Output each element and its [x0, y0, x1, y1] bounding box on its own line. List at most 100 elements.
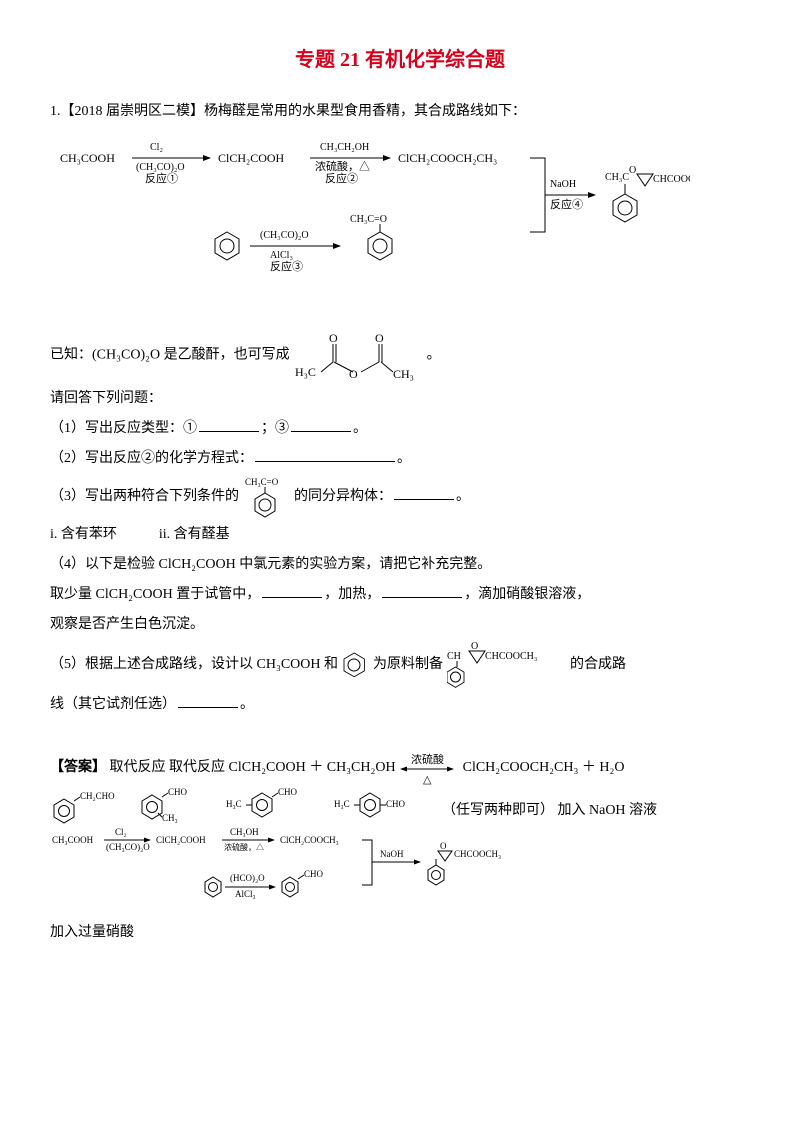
p3-blank [394, 485, 454, 500]
rt-c: ClCH₂COOCH₃ [280, 835, 339, 845]
scheme-arr4-lbl: 反应④ [550, 197, 583, 211]
p1-mid: ；③ [261, 421, 289, 436]
p3: （3）写出两种符合下列条件的 CH₃C=O 的同分异构体： 。 [50, 475, 750, 519]
p4a: （4）以下是检验 ClCH₂COOH 中氯元素的实验方案，请把它补充完整。 [50, 551, 750, 579]
svg-text:O: O [329, 331, 338, 345]
ans-b2-tail: （任写两种即可） 加入 NaOH 溶液 [442, 797, 657, 825]
p4b: 取少量 ClCH₂COOH 置于试管中，，加热，，滴加硝酸银溶液， [50, 581, 750, 609]
p3-end: 。 [456, 489, 470, 504]
anh-r: CH₃ [393, 367, 414, 381]
p1: （1）写出反应类型：① ；③ 。 [50, 415, 750, 443]
ans-arr-top: 浓硫酸 [411, 752, 444, 766]
rt-b: ClCH₂COOH [156, 835, 206, 845]
q1-intro: 1.【2018 届崇明区二模】杨梅醛是常用的水果型食用香精，其合成路线如下： [50, 98, 750, 126]
prompt: 请回答下列问题： [50, 385, 750, 413]
ans-b1b: ClCH₂COOCH₂CH₃ ＋ H₂O [463, 760, 625, 775]
scheme-arr2-lbl: 反应② [325, 171, 358, 185]
p5-product-icon: CH O CHCOOCH₃ [447, 641, 567, 689]
p4-blank1 [262, 583, 322, 598]
scheme-c: ClCH₂COOCH₂CH₃ [398, 151, 497, 165]
answer-line3: .rt{font:9px "Times New Roman",serif}.rc… [50, 827, 750, 917]
p5b-txt: 线（其它试剂任选） [50, 697, 176, 712]
rt-prod: CHCOOCH₃ [454, 849, 501, 859]
scheme-arr3-top: (CH₃CO)₂O [260, 230, 309, 241]
p4b-mid1: ，加热， [324, 587, 380, 602]
iso4-l: H₃C [334, 799, 350, 809]
rt-a3t: (HCO)₂O [230, 873, 265, 883]
iso2: CHO CH₃ [138, 787, 208, 825]
p2: （2）写出反应②的化学方程式： 。 [50, 445, 750, 473]
p5a-pre: （5）根据上述合成路线，设计以 CH₃COOH 和 [50, 657, 338, 672]
p5b-end: 。 [240, 697, 254, 712]
iso4: H₃CCHO [334, 787, 424, 825]
p5a-mid: 为原料制备 [373, 657, 443, 672]
p4b-pre: 取少量 ClCH₂COOH 置于试管中， [50, 587, 260, 602]
p4c: 观察是否产生白色沉淀。 [50, 611, 750, 639]
p2-blank [255, 447, 395, 462]
p2-end: 。 [397, 451, 411, 466]
scheme-arr2-bot: 浓硫酸，△ [315, 159, 370, 173]
iso3-r: CHO [278, 787, 298, 797]
scheme-arr2-top: CH₃CH₂OH [320, 142, 369, 153]
svg-text:O: O [440, 841, 447, 851]
answer-line2: CH₂CHO CHO CH₃ H₃C CHO H₃C CHO （任写两种即可） 加入 … [50, 787, 750, 825]
benzene-icon [342, 651, 370, 679]
iso2-s: CH₃ [162, 813, 178, 823]
p5-blank [178, 693, 238, 708]
rt-a1t: Cl₂ [115, 827, 127, 837]
iso1-t: CH₂CHO [80, 791, 115, 801]
p1-a: （1）写出反应类型：① [50, 421, 197, 436]
p5b: 线（其它试剂任选） 。 [50, 691, 750, 719]
reaction-scheme: .t { font: 12px "Times New Roman", serif… [50, 132, 690, 322]
svg-text:O: O [349, 367, 358, 381]
scheme-d-lbl: CH₃C=O [350, 214, 387, 225]
p5a-post: 的合成路 [570, 657, 626, 672]
known-post: 。 [427, 348, 441, 363]
scheme-arr1-lbl: 反应① [145, 171, 178, 185]
ans-b1: 取代反应 取代反应 ClCH₂COOH ＋ CH₃CH₂OH [110, 760, 400, 775]
rt-a2b: 浓硫酸，△ [224, 842, 264, 852]
iso1: CH₂CHO [50, 787, 120, 825]
scheme-prod-top: CH₃C [605, 172, 629, 183]
iso2-t: CHO [168, 787, 188, 797]
known-line: 已知：(CH₃CO)₂O 是乙酸酐，也可写成 H₃C O O O CH₃ 。 [50, 328, 750, 383]
iso3: H₃C CHO [226, 787, 316, 825]
svg-text:O: O [471, 641, 478, 652]
answer-route: .rt{font:9px "Times New Roman",serif}.rc… [50, 827, 590, 917]
p5-prod-txt: CHCOOCH₃ [485, 651, 537, 662]
p3i: i. 含有苯环 ii. 含有醛基 [50, 521, 750, 549]
rt-a3b: AlCl₃ [235, 889, 256, 899]
ans-arr-bot: △ [423, 774, 432, 785]
rt-a2t: CH₃OH [230, 827, 259, 837]
p1-blank2 [291, 417, 351, 432]
page-title: 专题 21 有机化学综合题 [50, 40, 750, 80]
iso3-l: H₃C [226, 799, 242, 809]
answer-line1: 【答案】 取代反应 取代反应 ClCH₂COOH ＋ CH₃CH₂OH 浓硫酸 … [50, 751, 750, 785]
rt-a: CH₃COOH [52, 835, 94, 845]
scheme-b: ClCH₂COOH [218, 151, 285, 165]
p3-lbl: CH₃C=O [245, 477, 279, 487]
rt-a1b: (CH₃CO)₂O [106, 842, 150, 852]
acetophenone-icon: CH₃C=O [243, 475, 291, 519]
p3-pre: （3）写出两种符合下列条件的 [50, 489, 239, 504]
known-pre: 已知：(CH₃CO)₂O 是乙酸酐，也可写成 [50, 348, 290, 363]
p5a: （5）根据上述合成路线，设计以 CH₃COOH 和 为原料制备 CH O CHC… [50, 641, 750, 689]
svg-text:CH: CH [447, 651, 461, 662]
ans-arrow: 浓硫酸 △ [399, 751, 459, 785]
p1-end: 。 [353, 421, 367, 436]
scheme-prod-side: CHCOOCH₂CH₃ [653, 174, 690, 185]
p2-a: （2）写出反应②的化学方程式： [50, 451, 253, 466]
scheme-arr1-bot: (CH₃CO)₂O [136, 162, 185, 173]
rt-a4t: NaOH [380, 849, 404, 859]
scheme-arr3-lbl: 反应③ [270, 259, 303, 273]
p3-post: 的同分异构体： [294, 489, 392, 504]
answer-label: 【答案】 [50, 760, 106, 775]
scheme-arr3-bot: AlCl₃ [270, 250, 293, 261]
scheme-arr4-top: NaOH [550, 179, 576, 190]
p1-blank1 [199, 417, 259, 432]
scheme-a: CH₃COOH [60, 151, 115, 165]
svg-text:O: O [629, 165, 636, 176]
rt-d: CHO [304, 869, 324, 879]
scheme-arr1-top: Cl₂ [150, 142, 163, 153]
svg-text:O: O [375, 331, 384, 345]
